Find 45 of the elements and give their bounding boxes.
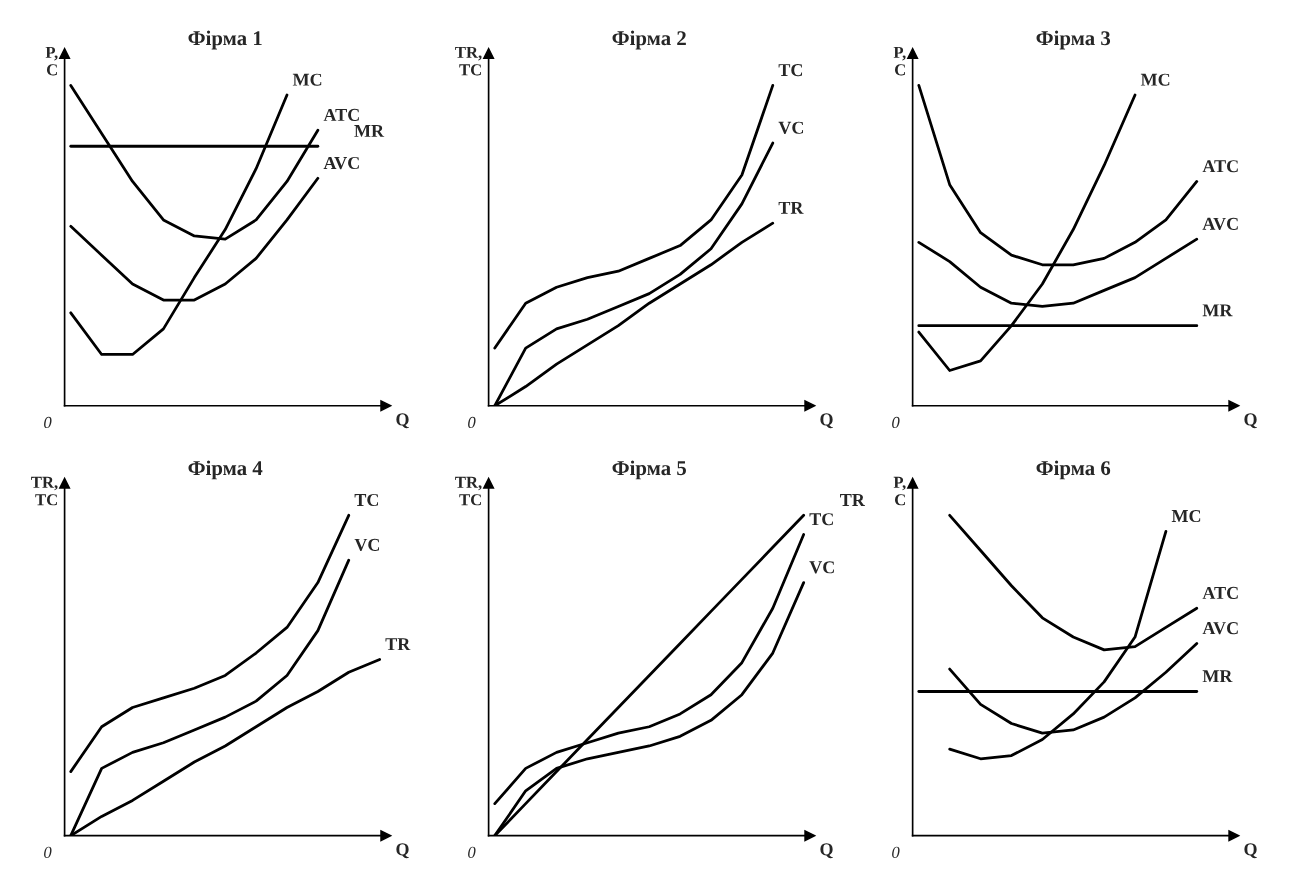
- y-axis-title: P, C: [893, 476, 906, 506]
- text: MR: [354, 125, 385, 137]
- y-axis-title: TR, TC: [455, 46, 482, 76]
- series-label: ATC: [1202, 586, 1238, 599]
- text: 0: [892, 846, 900, 858]
- y-axis-title: P, C: [893, 46, 906, 76]
- text: 0: [44, 846, 52, 858]
- series-label: VC: [354, 538, 380, 552]
- x-axis-title: Q: [1244, 413, 1257, 429]
- series-label: TC: [354, 493, 379, 507]
- x-axis-title: Q: [396, 413, 409, 429]
- series-label: MR: [1202, 670, 1233, 683]
- y-axis-title: TR, TC: [455, 476, 482, 506]
- series-label: TR: [778, 201, 804, 214]
- chart-title: Фірма 1: [188, 30, 262, 50]
- chart-title: Фірма 4: [188, 460, 263, 480]
- text: 0: [892, 416, 900, 429]
- series-label: AVC: [323, 156, 359, 170]
- series-label: TR: [385, 638, 411, 651]
- series-label: VC: [778, 121, 804, 134]
- text: 0: [468, 846, 476, 858]
- x-axis-title: Q: [1244, 843, 1257, 859]
- chart-title: Фірма 6: [1036, 460, 1111, 480]
- y-axis-title: P, C: [45, 46, 58, 76]
- series-label: MR: [1202, 304, 1233, 317]
- x-axis-title: Q: [820, 843, 833, 859]
- series-label: ATC: [1202, 160, 1238, 173]
- text: 0: [44, 416, 52, 429]
- series-label: AVC: [1202, 217, 1238, 231]
- series-label: MC: [1140, 73, 1170, 86]
- series-label: ATC: [323, 108, 359, 121]
- series-label: TC: [778, 64, 803, 77]
- x-axis-title: Q: [820, 413, 833, 429]
- y-axis-title: TR, TC: [31, 476, 58, 506]
- series-label: TC: [809, 513, 833, 526]
- series-label: MC: [292, 73, 322, 86]
- series-label: MC: [1171, 509, 1201, 523]
- text: TR: [840, 494, 866, 506]
- chart-title: Фірма 3: [1036, 30, 1111, 50]
- chart-title: Фірма 2: [612, 30, 686, 50]
- chart-title: Фірма 5: [612, 460, 686, 480]
- x-axis-title: Q: [396, 843, 409, 859]
- text: 0: [468, 416, 476, 429]
- series-label: VC: [809, 561, 834, 574]
- series-label: AVC: [1202, 622, 1238, 635]
